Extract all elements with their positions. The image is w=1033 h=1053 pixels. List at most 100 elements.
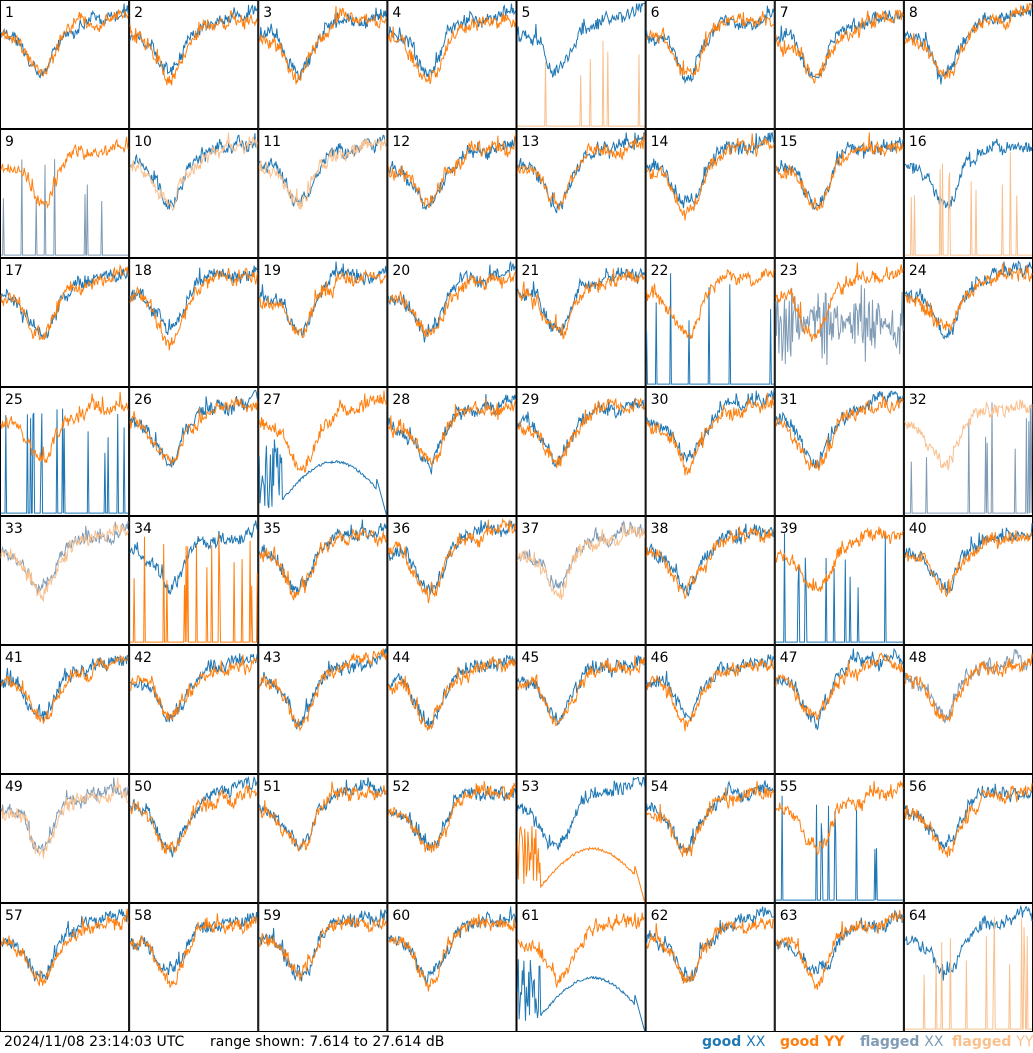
tile-26: 26 — [129, 387, 259, 516]
tile-frame — [387, 903, 517, 1032]
tile-frame — [0, 903, 130, 1032]
yy-line — [130, 533, 258, 643]
yy-line — [517, 268, 645, 340]
tile-34: 34 — [129, 516, 259, 645]
yy-line — [129, 10, 258, 86]
xx-line — [387, 520, 516, 595]
tile-frame — [516, 516, 646, 645]
tile-number: 2 — [134, 5, 143, 21]
tile-frame — [129, 387, 259, 516]
yy-line — [646, 11, 775, 76]
tile-60: 60 — [387, 903, 517, 1032]
yy-line — [646, 659, 775, 732]
tile-number: 11 — [263, 134, 281, 150]
tile-10: 10 — [129, 129, 259, 258]
range-label: range shown: 7.614 to 27.614 dB — [210, 1034, 445, 1050]
yy-line — [0, 522, 129, 603]
tile-frame — [0, 0, 130, 129]
yy-line — [387, 12, 516, 85]
yy-line — [904, 917, 1032, 1030]
yy-line — [517, 523, 646, 600]
yy-line — [387, 517, 516, 604]
tile-38: 38 — [645, 516, 775, 645]
tile-49: 49 — [0, 774, 130, 903]
xx-line — [517, 777, 646, 851]
tile-frame — [129, 0, 259, 129]
xx-line — [130, 775, 258, 858]
tile-5: 5 — [516, 0, 646, 129]
yy-line — [258, 137, 387, 210]
tile-number: 4 — [392, 5, 401, 21]
yy-line — [258, 781, 387, 852]
yy-line — [129, 784, 258, 855]
yy-line — [904, 530, 1033, 598]
tile-number: 62 — [651, 908, 669, 924]
tile-frame — [0, 129, 130, 258]
tile-40: 40 — [903, 516, 1033, 645]
tile-61: 61 — [516, 903, 646, 1032]
tile-number: 37 — [522, 521, 540, 537]
tile-number: 6 — [651, 5, 660, 21]
tile-number: 39 — [780, 521, 798, 537]
legend-good-xx-pol: XX — [746, 1034, 766, 1050]
tile-4: 4 — [387, 0, 517, 129]
tile-25: 25 — [0, 387, 130, 516]
tile-number: 14 — [651, 134, 669, 150]
xx-line — [517, 267, 646, 336]
tile-number: 31 — [780, 392, 798, 408]
yy-line — [258, 526, 387, 601]
tile-frame — [129, 129, 259, 258]
tile-number: 52 — [392, 779, 410, 795]
yy-line — [775, 9, 904, 84]
tile-number: 18 — [134, 263, 152, 279]
yy-line — [904, 399, 1033, 471]
tile-23: 23 — [774, 258, 904, 387]
yy-line — [775, 909, 904, 990]
tile-43: 43 — [258, 645, 388, 774]
tile-frame — [129, 516, 259, 645]
yy-line — [0, 777, 129, 859]
tile-number: 44 — [392, 650, 410, 666]
tile-number: 8 — [909, 5, 918, 21]
tile-13: 13 — [516, 129, 646, 258]
legend-good-xx: good XX — [702, 1034, 765, 1050]
tile-42: 42 — [129, 645, 259, 774]
tile-52: 52 — [387, 774, 517, 903]
yy-line — [129, 267, 258, 351]
xx-line — [904, 904, 1033, 981]
xx-line — [775, 795, 903, 901]
tile-number: 25 — [5, 392, 23, 408]
tile-number: 58 — [134, 908, 152, 924]
tile-number: 55 — [780, 779, 798, 795]
yy-line — [775, 262, 904, 342]
tile-frame — [129, 645, 259, 774]
tile-17: 17 — [0, 258, 130, 387]
tile-32: 32 — [903, 387, 1033, 516]
xx-line — [517, 3, 645, 78]
tile-15: 15 — [774, 129, 904, 258]
tile-number: 40 — [909, 521, 927, 537]
tile-41: 41 — [0, 645, 130, 774]
yy-line — [0, 263, 129, 341]
legend-good-xx-prefix: good — [702, 1034, 742, 1050]
tile-35: 35 — [258, 516, 388, 645]
yy-line — [387, 133, 516, 208]
xx-line — [904, 783, 1033, 850]
tile-1: 1 — [0, 0, 130, 129]
tile-36: 36 — [387, 516, 517, 645]
tile-frame — [645, 387, 775, 516]
xx-line — [387, 3, 516, 78]
yy-line — [258, 269, 387, 338]
tile-number: 5 — [522, 5, 531, 21]
yy-line — [387, 271, 516, 338]
tile-frame — [774, 0, 904, 129]
tile-number: 47 — [780, 650, 798, 666]
tile-number: 34 — [134, 521, 152, 537]
tile-frame — [774, 774, 904, 903]
tile-48: 48 — [903, 645, 1033, 774]
yy-line — [517, 655, 646, 727]
tile-frame — [387, 516, 517, 645]
tile-50: 50 — [129, 774, 259, 903]
tile-51: 51 — [258, 774, 388, 903]
tile-number: 17 — [5, 263, 23, 279]
